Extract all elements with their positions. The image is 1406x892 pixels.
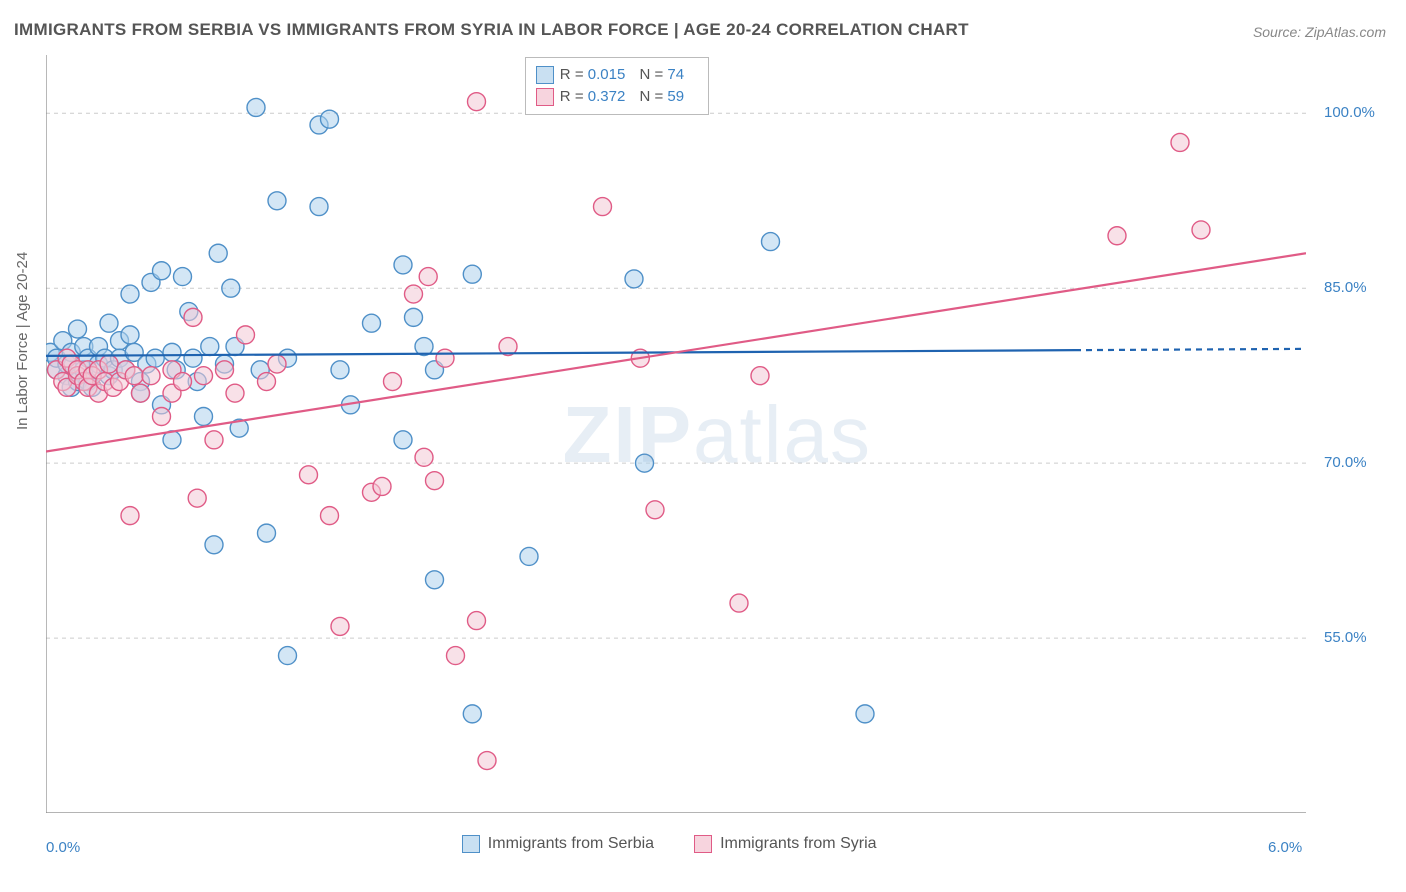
legend-series: Immigrants from Serbia Immigrants from Sy… <box>462 835 877 853</box>
source-label: Source: ZipAtlas.com <box>1253 24 1386 40</box>
legend-correlation-box: R = 0.015 N = 74R = 0.372 N = 59 <box>525 57 709 115</box>
legend-series-item: Immigrants from Serbia <box>462 835 654 853</box>
legend-corr-row: R = 0.372 N = 59 <box>536 86 694 108</box>
x-tick-label: 6.0% <box>1268 839 1302 856</box>
y-tick-label: 85.0% <box>1324 279 1367 296</box>
scatter-plot-svg <box>46 55 1306 813</box>
legend-corr-row: R = 0.015 N = 74 <box>536 64 694 86</box>
legend-swatch <box>462 835 480 853</box>
legend-swatch <box>536 88 554 106</box>
y-tick-label: 55.0% <box>1324 629 1367 646</box>
legend-swatch <box>536 66 554 84</box>
legend-series-label: Immigrants from Syria <box>720 835 876 853</box>
chart-container: { "title": "IMMIGRANTS FROM SERBIA VS IM… <box>0 0 1406 892</box>
legend-series-item: Immigrants from Syria <box>694 835 876 853</box>
chart-title: IMMIGRANTS FROM SERBIA VS IMMIGRANTS FRO… <box>14 20 969 40</box>
y-tick-label: 100.0% <box>1324 104 1375 121</box>
legend-swatch <box>694 835 712 853</box>
legend-series-label: Immigrants from Serbia <box>488 835 654 853</box>
x-tick-label: 0.0% <box>46 839 80 856</box>
y-axis-label: In Labor Force | Age 20-24 <box>14 252 31 430</box>
y-tick-label: 70.0% <box>1324 454 1367 471</box>
